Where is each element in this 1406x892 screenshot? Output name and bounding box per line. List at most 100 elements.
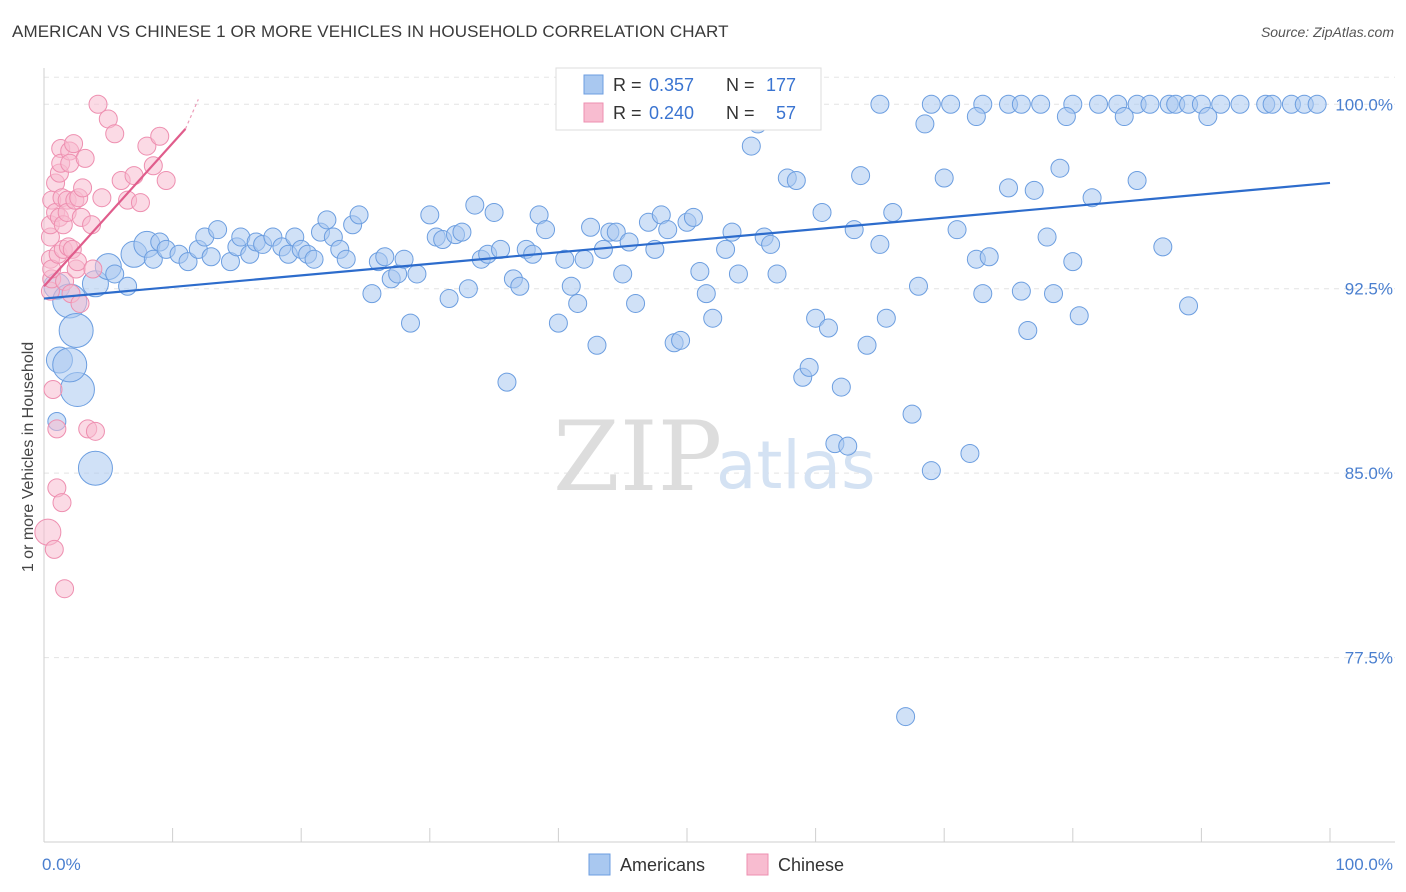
americans-point-88: [671, 330, 691, 350]
americans-point-164: [966, 107, 986, 127]
americans-point-57: [458, 279, 478, 299]
americans-point-61: [484, 202, 504, 222]
y-tick-label-2: 92.5%: [1345, 280, 1393, 299]
americans-point-141: [1179, 296, 1199, 316]
americans-point-92: [696, 284, 716, 304]
y-axis-label: 1 or more Vehicles in Household: [20, 342, 37, 572]
americans-point-136: [1063, 252, 1083, 272]
americans-point-115: [870, 234, 890, 254]
americans-point-122: [921, 461, 941, 481]
chinese-point-49: [130, 193, 150, 213]
americans-point-91: [690, 261, 710, 281]
chinese-point-48: [124, 166, 144, 186]
americans-point-165: [1056, 107, 1076, 127]
americans-point-65: [510, 276, 530, 296]
americans-point-70: [548, 313, 568, 333]
chart-title: AMERICAN VS CHINESE 1 OR MORE VEHICLES I…: [12, 22, 729, 41]
americans-point-94: [716, 239, 736, 259]
chinese-point-8: [43, 380, 63, 400]
y-tick-label-1: 85.0%: [1345, 464, 1393, 483]
americans-point-116: [876, 308, 896, 328]
chinese-point-38: [73, 178, 93, 198]
chinese-point-54: [88, 94, 108, 114]
chinese-point-39: [75, 148, 95, 168]
chinese-point-35: [67, 252, 87, 272]
americans-point-144: [941, 94, 961, 114]
legend-n-label-0: N =: [726, 75, 755, 95]
americans-point-117: [883, 202, 903, 222]
watermark: ZIP atlas: [553, 401, 876, 513]
americans-point-74: [574, 249, 594, 269]
americans-point-69: [536, 220, 556, 240]
legend-swatch-1: [583, 102, 604, 123]
americans-point-63: [497, 372, 517, 392]
americans-point-18: [178, 252, 198, 272]
y-tick-label-3: 100.0%: [1335, 95, 1393, 114]
americans-point-86: [658, 220, 678, 240]
americans-point-131: [1018, 321, 1038, 341]
chinese-point-43: [92, 188, 112, 208]
americans-point-82: [626, 293, 646, 313]
americans-point-127: [973, 284, 993, 304]
americans-point-168: [1262, 94, 1282, 114]
americans-point-114: [857, 335, 877, 355]
americans-point-48: [394, 249, 414, 269]
americans-point-81: [619, 232, 639, 252]
americans-point-37: [317, 210, 337, 230]
chinese-point-56: [70, 293, 90, 313]
americans-point-75: [581, 217, 601, 237]
americans-point-95: [722, 222, 742, 242]
americans-point-138: [1082, 188, 1102, 208]
americans-point-143: [921, 94, 941, 114]
chinese-trend-line: [43, 128, 187, 287]
americans-point-159: [1230, 94, 1250, 114]
americans-point-100: [761, 234, 781, 254]
americans-point-139: [1127, 170, 1147, 190]
americans-point-35: [304, 249, 324, 269]
americans-point-132: [1024, 180, 1044, 200]
y-tick-label-0: 77.5%: [1345, 649, 1393, 668]
americans-point-105: [799, 357, 819, 377]
legend-swatch-0: [583, 74, 604, 95]
chinese-point-32: [64, 134, 84, 154]
chinese-point-42: [85, 421, 105, 441]
chinese-point-19: [52, 493, 72, 513]
americans-point-153: [1140, 94, 1160, 114]
series-chinese: [34, 94, 176, 599]
americans-point-103: [786, 170, 806, 190]
americans-point-21: [201, 247, 221, 267]
americans-point-51: [420, 205, 440, 225]
americans-point-110: [831, 377, 851, 397]
americans-point-22: [208, 220, 228, 240]
americans-point-10: [105, 264, 125, 284]
americans-point-14: [143, 249, 163, 269]
americans-point-121: [915, 114, 935, 134]
americans-point-124: [947, 220, 967, 240]
americans-point-118: [896, 707, 916, 727]
legend-r-label-1: R =: [613, 103, 642, 123]
data-points: [34, 94, 1327, 727]
americans-point-137: [1069, 306, 1089, 326]
americans-point-72: [561, 276, 581, 296]
americans-point-112: [844, 220, 864, 240]
americans-point-101: [767, 264, 787, 284]
americans-point-40: [336, 249, 356, 269]
chinese-point-12: [47, 419, 67, 439]
americans-point-7: [77, 450, 113, 486]
americans-point-123: [934, 168, 954, 188]
americans-point-163: [1307, 94, 1327, 114]
bottom-legend-swatch-0: [588, 853, 611, 876]
gridlines: [44, 76, 1395, 659]
americans-point-73: [568, 293, 588, 313]
americans-point-107: [812, 202, 832, 222]
legend: R = 0.357 N = 177 R = 0.240 N = 57: [555, 67, 822, 131]
chinese-point-53: [156, 170, 176, 190]
americans-point-148: [1031, 94, 1051, 114]
bottom-legend-label-0: Americans: [620, 855, 705, 875]
series-americans: [43, 94, 1327, 727]
chinese-point-45: [105, 124, 125, 144]
americans-point-56: [452, 222, 472, 242]
americans-point-4: [58, 313, 94, 349]
americans-point-79: [606, 222, 626, 242]
americans-trend-line: [43, 181, 1331, 300]
